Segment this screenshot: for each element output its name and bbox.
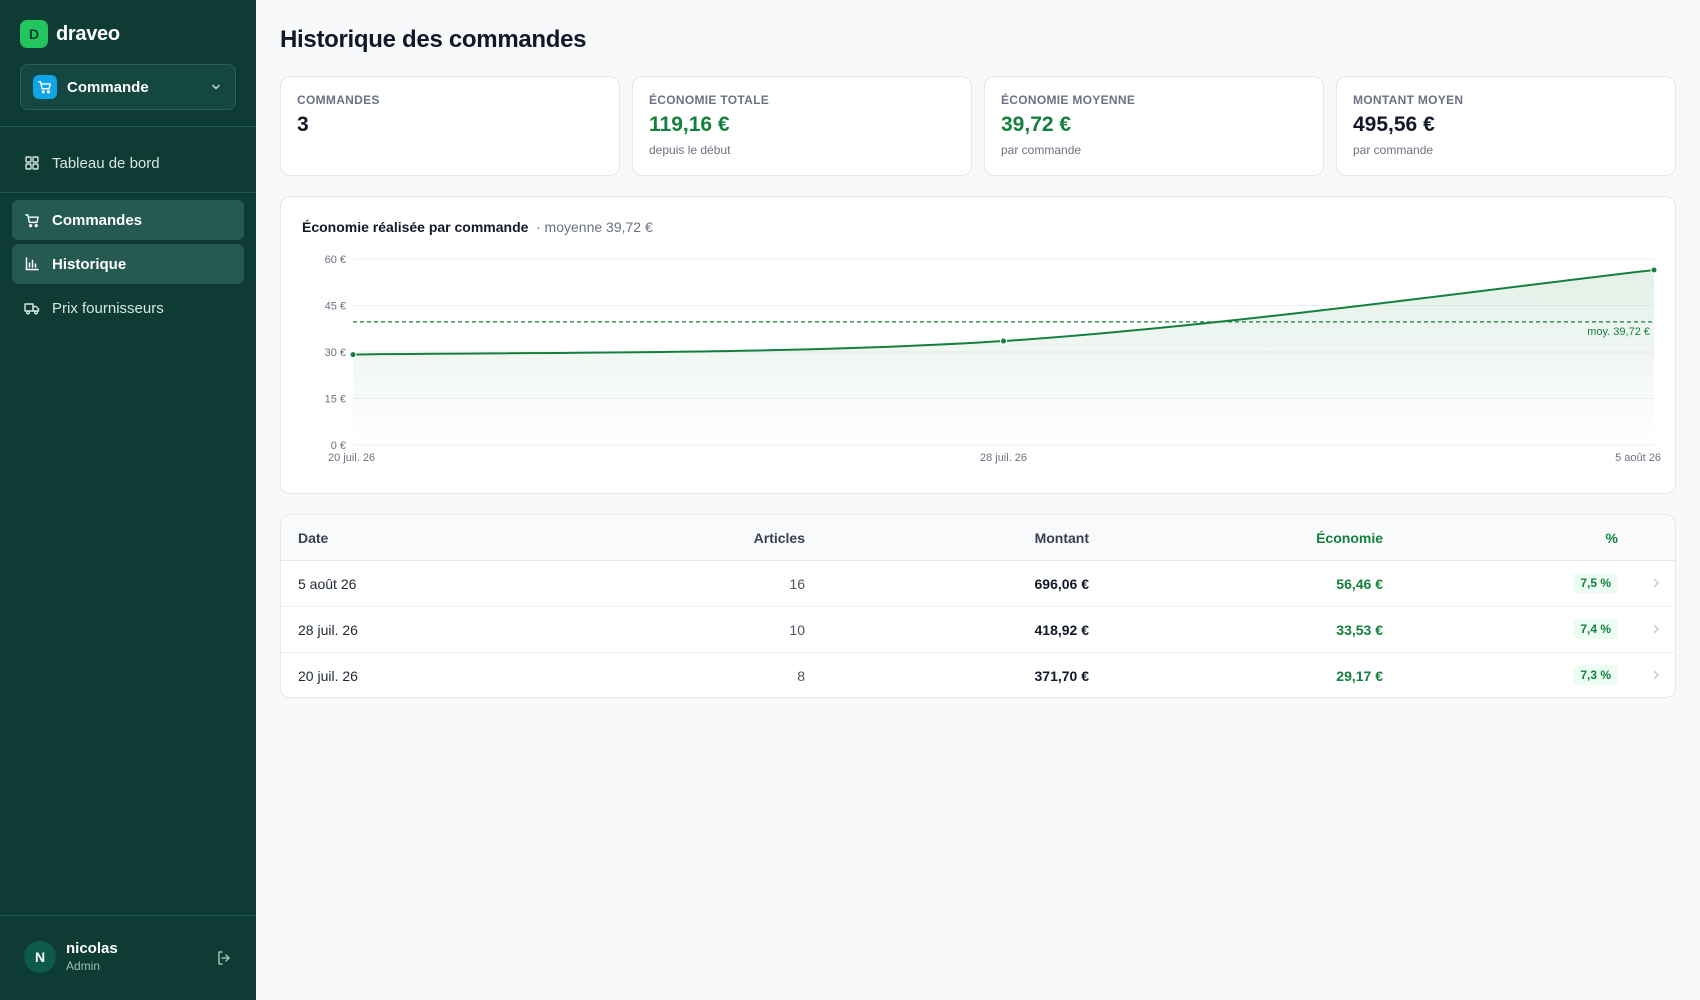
chart-subtitle: · moyenne 39,72 € bbox=[536, 219, 653, 235]
stat-card-montant-moyen: MONTANT MOYEN 495,56 € par commande bbox=[1336, 76, 1676, 176]
sidebar-item-prix-fournisseurs[interactable]: Prix fournisseurs bbox=[12, 288, 244, 328]
sidebar-divider bbox=[0, 126, 256, 127]
stat-card-commandes: COMMANDES 3 bbox=[280, 76, 620, 176]
chevron-right-icon bbox=[1649, 668, 1663, 682]
cell-date: 28 juil. 26 bbox=[298, 622, 358, 638]
cell-articles: 16 bbox=[789, 576, 805, 592]
brand[interactable]: D draveo bbox=[20, 20, 120, 48]
savings-chart-card: Économie réalisée par commande · moyenne… bbox=[280, 196, 1676, 494]
cell-economie: 29,17 € bbox=[1336, 668, 1383, 684]
x-tick-label: 5 août 26 bbox=[1615, 452, 1661, 464]
y-tick-label: 30 € bbox=[325, 347, 346, 359]
y-tick-label: 0 € bbox=[331, 440, 346, 452]
pct-badge: 7,3 % bbox=[1573, 665, 1618, 685]
column-header-economie[interactable]: Économie bbox=[1316, 530, 1383, 546]
column-header-date[interactable]: Date bbox=[298, 530, 329, 546]
column-header-montant[interactable]: Montant bbox=[1034, 530, 1089, 546]
stat-label: MONTANT MOYEN bbox=[1353, 93, 1464, 107]
savings-area bbox=[353, 269, 1654, 445]
cart-icon bbox=[33, 75, 57, 99]
cell-date: 20 juil. 26 bbox=[298, 668, 358, 684]
sidebar: D draveo Commande Tableau de bord Comman… bbox=[0, 0, 256, 1000]
pct-badge: 7,4 % bbox=[1573, 619, 1618, 639]
page-title: Historique des commandes bbox=[280, 26, 587, 53]
cell-montant: 696,06 € bbox=[1034, 576, 1090, 592]
stat-label: COMMANDES bbox=[297, 93, 380, 107]
cell-economie: 56,46 € bbox=[1336, 576, 1383, 592]
stat-label: ÉCONOMIE TOTALE bbox=[649, 93, 770, 107]
table-row[interactable]: 20 juil. 26 8 371,70 € 29,17 € 7,3 % bbox=[281, 653, 1675, 697]
user-name: nicolas bbox=[66, 940, 118, 957]
chevron-right-icon bbox=[1649, 576, 1663, 590]
cell-montant: 418,92 € bbox=[1034, 622, 1090, 638]
column-header-articles[interactable]: Articles bbox=[753, 530, 805, 546]
cart-icon bbox=[24, 212, 40, 228]
table-row[interactable]: 28 juil. 26 10 418,92 € 33,53 € 7,4 % bbox=[281, 607, 1675, 653]
chart-title: Économie réalisée par commande bbox=[302, 219, 529, 235]
stat-value: 39,72 € bbox=[1001, 113, 1072, 136]
bar-chart-icon bbox=[24, 256, 40, 272]
stat-label: ÉCONOMIE MOYENNE bbox=[1001, 93, 1136, 107]
sidebar-item-label: Historique bbox=[52, 255, 127, 273]
truck-icon bbox=[24, 300, 40, 316]
cell-articles: 8 bbox=[797, 668, 805, 684]
data-point bbox=[349, 351, 357, 359]
mode-switcher[interactable]: Commande bbox=[20, 64, 236, 110]
orders-table: Date Articles Montant Économie % 5 août … bbox=[280, 514, 1676, 698]
cell-economie: 33,53 € bbox=[1336, 622, 1383, 638]
sidebar-item-label: Tableau de bord bbox=[52, 154, 160, 172]
stat-value: 119,16 € bbox=[649, 113, 730, 136]
user-profile[interactable]: N nicolas Admin bbox=[24, 940, 118, 973]
stat-card-economie-moyenne: ÉCONOMIE MOYENNE 39,72 € par commande bbox=[984, 76, 1324, 176]
sidebar-item-label: Prix fournisseurs bbox=[52, 299, 164, 317]
x-tick-label: 28 juil. 26 bbox=[980, 452, 1027, 464]
savings-chart: 0 € 15 € 30 € 45 € 60 € moy. 39,72 € 20 juil. … bbox=[325, 254, 1661, 464]
column-header-pct[interactable]: % bbox=[1605, 530, 1618, 546]
stat-value: 495,56 € bbox=[1353, 113, 1435, 136]
y-tick-label: 15 € bbox=[325, 394, 346, 406]
data-point bbox=[1650, 266, 1658, 274]
mode-switcher-label: Commande bbox=[67, 78, 149, 96]
stat-sub: depuis le début bbox=[649, 143, 731, 157]
stat-sub: par commande bbox=[1001, 143, 1082, 157]
sidebar-item-commandes[interactable]: Commandes bbox=[12, 200, 244, 240]
cell-date: 5 août 26 bbox=[298, 576, 357, 592]
chevron-right-icon bbox=[1649, 622, 1663, 636]
y-tick-label: 60 € bbox=[325, 254, 346, 266]
sidebar-item-tableau-de-bord[interactable]: Tableau de bord bbox=[12, 143, 244, 183]
average-label: moy. 39,72 € bbox=[1587, 326, 1650, 338]
pct-badge: 7,5 % bbox=[1573, 573, 1618, 593]
stat-card-economie-totale: ÉCONOMIE TOTALE 119,16 € depuis le début bbox=[632, 76, 972, 176]
brand-name: draveo bbox=[56, 22, 120, 45]
table-header: Date Articles Montant Économie % bbox=[281, 515, 1675, 561]
sidebar-divider bbox=[0, 192, 256, 193]
cell-articles: 10 bbox=[789, 622, 805, 638]
stat-sub: par commande bbox=[1353, 143, 1434, 157]
table-row[interactable]: 5 août 26 16 696,06 € 56,46 € 7,5 % bbox=[281, 561, 1675, 607]
sidebar-item-label: Commandes bbox=[52, 211, 143, 229]
y-tick-label: 45 € bbox=[325, 301, 346, 313]
data-point bbox=[1000, 337, 1007, 345]
user-role: Admin bbox=[66, 959, 101, 973]
chevron-down-icon bbox=[209, 80, 223, 94]
logout-icon[interactable] bbox=[214, 948, 234, 968]
x-tick-label: 20 juil. 26 bbox=[328, 452, 375, 464]
sidebar-divider bbox=[0, 915, 256, 916]
cell-montant: 371,70 € bbox=[1034, 668, 1090, 684]
avatar: N bbox=[24, 940, 56, 973]
stat-value: 3 bbox=[297, 113, 309, 136]
brand-logo: D bbox=[20, 20, 48, 48]
dashboard-icon bbox=[24, 155, 40, 171]
sidebar-item-historique[interactable]: Historique bbox=[12, 244, 244, 284]
